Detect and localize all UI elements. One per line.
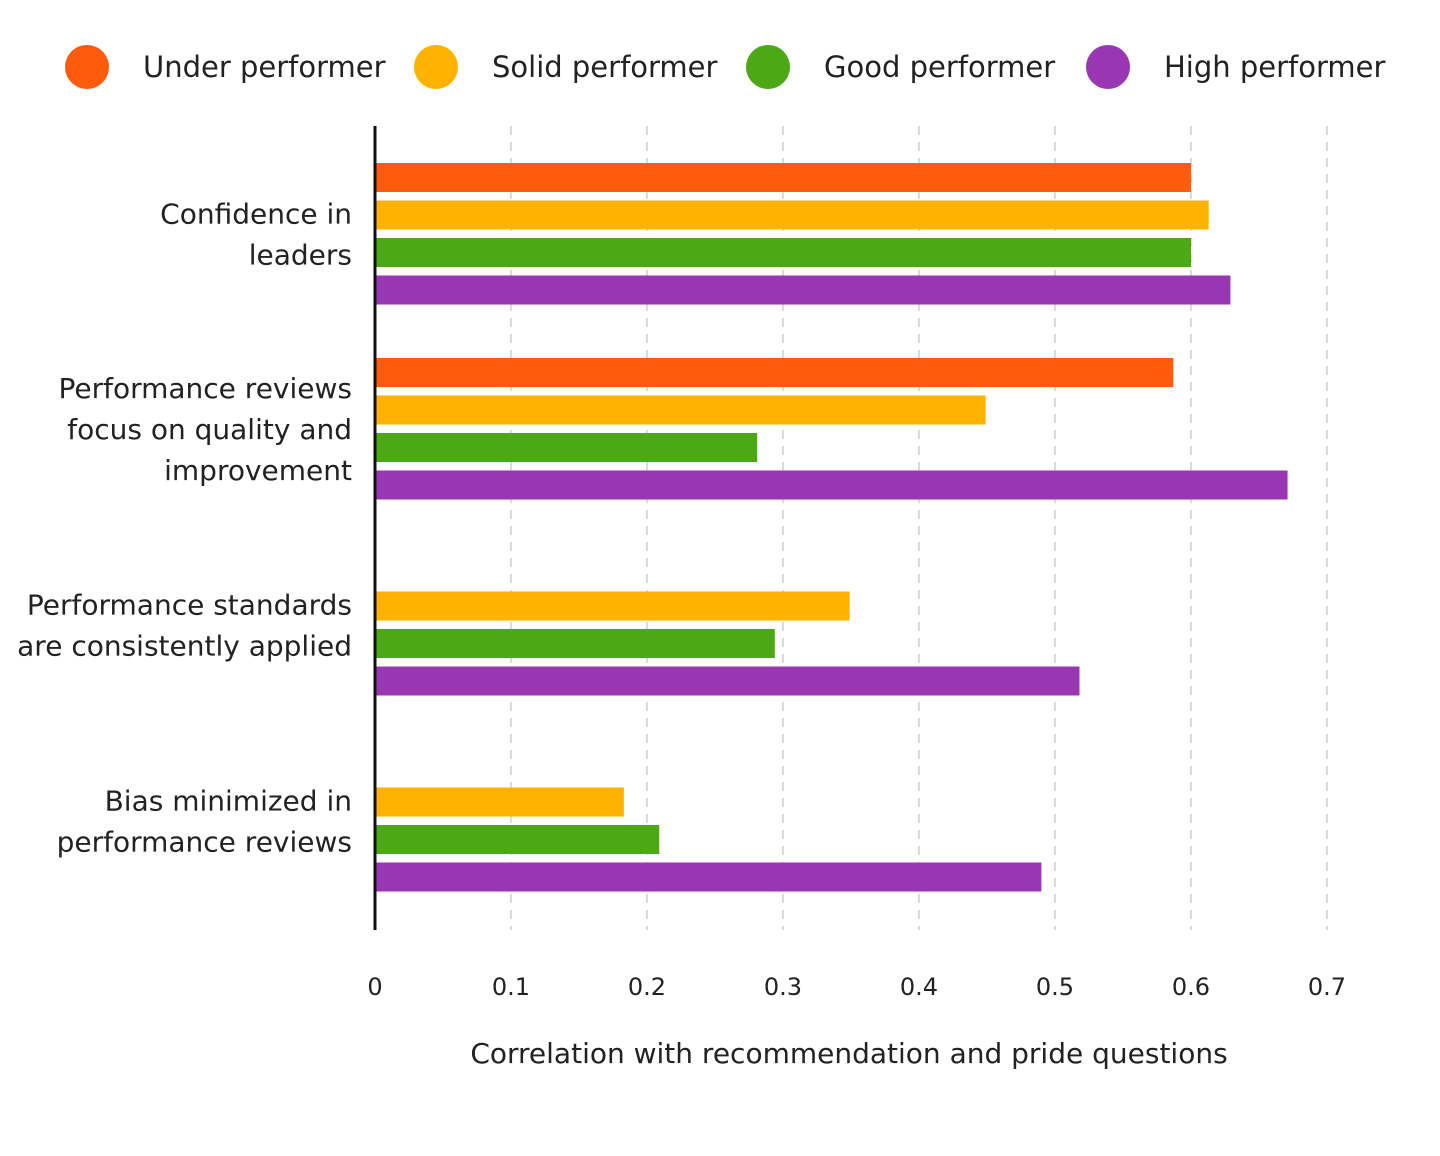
x-axis-title: Correlation with recommendation and prid… bbox=[470, 1037, 1227, 1070]
bar bbox=[375, 275, 1231, 305]
legend-item: Solid performer bbox=[414, 45, 718, 89]
legend-swatch bbox=[414, 45, 458, 89]
bar bbox=[375, 862, 1042, 892]
bars bbox=[375, 163, 1288, 892]
x-tick-label: 0.6 bbox=[1172, 973, 1210, 1001]
legend-label: Under performer bbox=[143, 50, 386, 84]
x-tick-label: 0 bbox=[367, 973, 382, 1001]
bar bbox=[375, 666, 1080, 696]
bar bbox=[375, 591, 850, 621]
legend-swatch bbox=[1086, 45, 1130, 89]
x-tick-label: 0.7 bbox=[1308, 973, 1346, 1001]
legend-item: Under performer bbox=[65, 45, 386, 89]
legend-swatch bbox=[746, 45, 790, 89]
x-tick-label: 0.1 bbox=[492, 973, 530, 1001]
category-label: Performance reviews focus on quality and i… bbox=[58, 372, 352, 487]
bar bbox=[375, 358, 1174, 387]
bar bbox=[375, 163, 1191, 192]
x-tick-label: 0.4 bbox=[900, 973, 938, 1001]
bar bbox=[375, 238, 1191, 267]
category-labels: Confidence in leaders Performance reviews f… bbox=[17, 197, 352, 858]
bar bbox=[375, 825, 660, 854]
legend: Under performer Solid performer Good perfo… bbox=[65, 45, 1385, 89]
legend-label: Solid performer bbox=[492, 50, 718, 84]
category-label: Confidence in leaders bbox=[160, 197, 352, 271]
legend-item: Good performer bbox=[746, 45, 1055, 89]
bar bbox=[375, 470, 1288, 500]
bar bbox=[375, 395, 986, 425]
legend-label: High performer bbox=[1164, 50, 1385, 84]
bar bbox=[375, 433, 758, 462]
category-label: Performance standards are consistently ap… bbox=[17, 588, 352, 662]
x-tick-labels: 0 0.1 0.2 0.3 0.4 0.5 0.6 0.7 bbox=[367, 973, 1346, 1001]
x-tick-label: 0.2 bbox=[628, 973, 666, 1001]
x-tick-label: 0.5 bbox=[1036, 973, 1074, 1001]
x-tick-label: 0.3 bbox=[764, 973, 802, 1001]
legend-swatch bbox=[65, 45, 109, 89]
legend-item: High performer bbox=[1086, 45, 1385, 89]
bar bbox=[375, 200, 1209, 230]
category-label: Bias minimized in performance reviews bbox=[57, 784, 352, 858]
bar bbox=[375, 629, 775, 658]
bar bbox=[375, 787, 624, 817]
legend-label: Good performer bbox=[824, 50, 1055, 84]
